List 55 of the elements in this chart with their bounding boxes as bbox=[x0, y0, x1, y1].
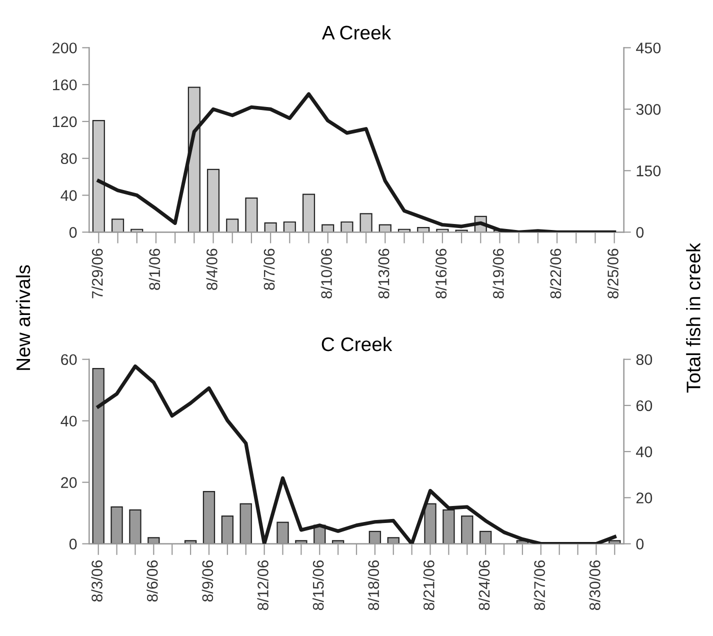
y-tick-label: 120 bbox=[52, 116, 77, 128]
y-tick-label: 0 bbox=[69, 538, 77, 550]
x-tick-label: 8/7/06 bbox=[263, 248, 275, 290]
y2-tick-label: 0 bbox=[636, 538, 644, 550]
x-tick-label: 8/21/06 bbox=[423, 560, 434, 610]
bar bbox=[322, 224, 334, 232]
bar bbox=[111, 218, 124, 232]
bar bbox=[245, 197, 258, 232]
x-tick-label: 8/24/06 bbox=[478, 560, 490, 610]
x-tick-label: 8/18/06 bbox=[368, 560, 380, 610]
bar bbox=[378, 224, 392, 232]
y-tick-label: 200 bbox=[52, 42, 77, 54]
x-tick-label: 8/10/06 bbox=[320, 248, 332, 298]
y2-tick-label: 0 bbox=[636, 227, 644, 238]
y-tick-label: 80 bbox=[60, 153, 77, 164]
y-tick-label: 60 bbox=[61, 354, 77, 366]
x-tick-label: 8/13/06 bbox=[378, 248, 390, 298]
x-tick-label: 8/1/06 bbox=[148, 248, 160, 290]
bar bbox=[360, 213, 372, 232]
chart-title: C Creek bbox=[322, 336, 392, 352]
y-axis-title: New arrivals bbox=[16, 265, 30, 370]
bar bbox=[206, 168, 220, 232]
x-tick-label: 8/16/06 bbox=[435, 248, 447, 298]
bar bbox=[264, 222, 277, 232]
x-tick-label: 8/19/06 bbox=[492, 248, 504, 298]
x-tick-label: 8/30/06 bbox=[589, 560, 600, 610]
bar bbox=[302, 194, 316, 232]
line-series bbox=[96, 364, 616, 544]
y-tick-label: 0 bbox=[69, 227, 77, 238]
y2-tick-label: 300 bbox=[636, 104, 661, 115]
y2-tick-label: 150 bbox=[636, 166, 661, 176]
x-tick-label: 8/9/06 bbox=[202, 560, 214, 602]
x-tick-label: 8/6/06 bbox=[146, 560, 158, 602]
y2-tick-label: 80 bbox=[636, 354, 652, 366]
y2-tick-label: 40 bbox=[636, 446, 652, 458]
y2-tick-label: 20 bbox=[636, 492, 652, 504]
x-tick-label: 8/12/06 bbox=[257, 560, 268, 610]
x-tick-label: 8/3/06 bbox=[91, 560, 102, 602]
x-tick-label: 8/15/06 bbox=[312, 560, 324, 610]
y-tick-label: 160 bbox=[52, 79, 77, 90]
y2-tick-label: 450 bbox=[636, 42, 661, 54]
chart-title: A Creek bbox=[322, 25, 392, 40]
x-tick-label: 8/25/06 bbox=[607, 248, 618, 298]
y-tick-label: 20 bbox=[61, 477, 77, 488]
y-tick-label: 40 bbox=[60, 416, 77, 427]
bar bbox=[340, 221, 354, 232]
x-tick-label: 8/27/06 bbox=[534, 560, 545, 610]
x-tick-label: 7/29/06 bbox=[92, 248, 103, 298]
y2-axis-title: Total fish in creek bbox=[686, 242, 700, 393]
x-tick-label: 8/22/06 bbox=[550, 248, 562, 298]
bar bbox=[283, 221, 296, 232]
bar bbox=[226, 218, 239, 232]
y-tick-label: 40 bbox=[60, 190, 77, 201]
y2-tick-label: 60 bbox=[636, 400, 652, 412]
x-tick-label: 8/4/06 bbox=[206, 248, 218, 290]
